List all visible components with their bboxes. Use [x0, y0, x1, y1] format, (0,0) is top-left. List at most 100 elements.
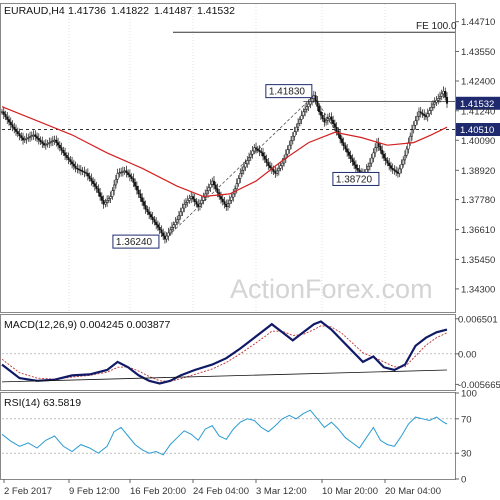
candle-body: [435, 100, 438, 103]
candle-body: [39, 139, 42, 142]
candle-body: [81, 170, 84, 172]
candle-body: [393, 169, 396, 172]
x-tick-label: 16 Feb 20:00: [130, 486, 186, 497]
candle-body: [148, 211, 151, 215]
x-tick-label: 20 Mar 04:00: [385, 486, 441, 497]
rsi-y-tick-label: 0: [461, 475, 466, 486]
swing-label: 1.38720: [336, 174, 373, 185]
rsi-pane-frame: [0, 392, 456, 480]
candle-body: [74, 165, 77, 169]
candle-body: [118, 172, 121, 174]
price-tag: 1.40510: [460, 125, 494, 136]
candle-body: [389, 165, 392, 169]
candle-body: [323, 118, 326, 123]
price-tag-box: [456, 123, 500, 137]
candle-body: [163, 235, 166, 240]
macd-signal-line: [1, 325, 448, 382]
moving-average-line: [1, 106, 448, 198]
candle-body: [279, 165, 282, 169]
candle-body: [219, 196, 223, 200]
price-title: EURAUD,H4: [4, 5, 65, 17]
candle-body: [403, 155, 407, 161]
candle-body: [370, 157, 373, 164]
candle-body: [146, 209, 149, 213]
candle-body: [358, 169, 361, 173]
candle-body: [42, 143, 46, 146]
candle-body: [438, 96, 442, 99]
candle-body: [20, 135, 23, 139]
ohlc-open: 1.41736: [68, 5, 106, 17]
candle-body: [354, 164, 357, 169]
rising-trendline: [164, 95, 315, 240]
candle-body: [372, 152, 375, 159]
candle-body: [18, 133, 21, 137]
candle-body: [137, 189, 140, 195]
candle-body: [325, 120, 328, 123]
candle-body: [90, 178, 93, 182]
candle-body: [127, 172, 130, 175]
candle-body: [9, 121, 12, 125]
candle-body: [190, 196, 193, 199]
candle-body: [335, 126, 338, 132]
candle-body: [316, 100, 319, 107]
candle-body: [121, 171, 124, 173]
price-y-tick-label: 1.37780: [461, 195, 495, 206]
x-tick-label: 9 Feb 12:00: [69, 486, 120, 497]
candle-body: [395, 170, 398, 173]
candle-body: [181, 207, 184, 213]
candle-body: [274, 171, 277, 174]
candle-body: [281, 162, 284, 166]
candle-body: [191, 196, 195, 200]
candle-body: [431, 103, 435, 108]
candle-body: [304, 108, 307, 113]
candle-body: [65, 155, 68, 158]
candle-body: [246, 160, 249, 165]
candle-body: [381, 150, 384, 155]
candle-body: [330, 116, 333, 121]
candle-body: [71, 161, 74, 165]
candle-body: [437, 98, 440, 101]
candle-body: [95, 185, 98, 190]
candle-body: [4, 114, 7, 118]
candle-body: [34, 134, 37, 137]
fe-100-label: FE 100.0: [416, 21, 457, 32]
candle-body: [318, 106, 321, 113]
candle-body: [25, 138, 28, 140]
price-y-tick-label: 1.38920: [461, 166, 495, 177]
candle-body: [123, 170, 126, 172]
candle-body: [305, 106, 308, 110]
candle-body: [99, 192, 102, 197]
price-y-tick-label: 1.34300: [461, 284, 495, 295]
candle-body: [365, 169, 368, 173]
candle-body: [419, 111, 422, 114]
candle-body: [307, 103, 310, 107]
x-tick-label: 10 Mar 20:00: [322, 486, 378, 497]
candle-body: [78, 168, 81, 171]
candle-body: [165, 235, 168, 240]
macd-line: [1, 320, 448, 385]
candle-body: [297, 123, 300, 128]
candle-body: [382, 153, 385, 159]
macd-y-tick-label: 0.00: [458, 349, 477, 360]
candle-body: [55, 139, 58, 143]
candle-body: [384, 157, 387, 161]
macd-y-tick-label: -0.005665: [458, 380, 500, 391]
price-pane-frame: [0, 3, 456, 313]
candle-body: [114, 178, 117, 186]
candle-body: [183, 203, 186, 209]
candle-body: [111, 190, 114, 197]
candle-body: [6, 116, 9, 120]
candle-body: [346, 148, 349, 153]
candle-body: [428, 110, 431, 114]
candle-body: [332, 120, 335, 125]
candle-body: [128, 174, 131, 177]
rsi-y-tick-label: 30: [461, 449, 472, 460]
candle-body: [249, 153, 252, 158]
candle-body: [62, 150, 65, 154]
swing-label: 1.36240: [116, 237, 153, 248]
candle-body: [269, 165, 272, 168]
candle-body: [442, 91, 445, 95]
x-tick-label: 2 Feb 2017: [4, 486, 52, 497]
candle-body: [379, 146, 382, 151]
candle-body: [14, 129, 18, 132]
